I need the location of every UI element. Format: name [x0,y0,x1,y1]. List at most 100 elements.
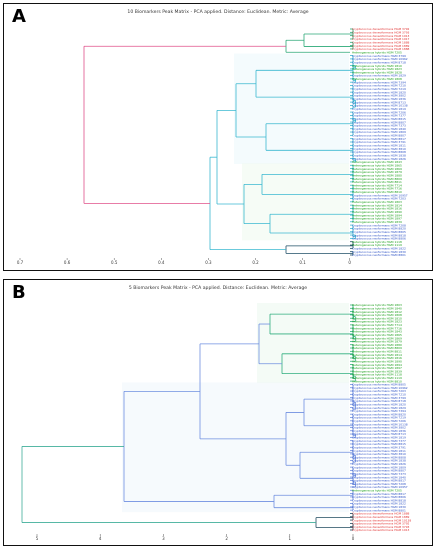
leaf-label: Cryptococcus deneoformans HGM 3793 [352,525,410,529]
leaf-label: Heterogeneous hybrids HGM 1839 [352,369,402,373]
leaf-label: Cryptococcus neoformans HGM 3802 [352,94,406,98]
leaf-label: Cryptococcus neoformans HGM 7394 [352,409,406,413]
leaf-label: Cryptococcus neoformans HGM 7206 [352,419,406,423]
dendrogram-panel-b: B 5 Biomarkers Peak Matrix - PCA applied… [3,279,433,546]
leaf-label: Cryptococcus neoformans HGM 1809 [352,465,406,469]
leaf-label: Heterogeneous hybrids HGM 7205 [352,50,402,54]
leaf-label: Cryptococcus neoformans HGM 8808 [352,150,406,154]
leaf-label: Cryptococcus neoformans HGM 1829 [352,406,406,410]
leaf-label: Cryptococcus neoformans HGM 10962 [352,57,408,61]
leaf-label: Heterogeneous hybrids HGM 1118 [352,373,402,377]
leaf-label: Heterogeneous hybrids HGM 1823 [352,67,402,71]
leaf-label: Cryptococcus neoformans HGM 1840 [352,127,406,131]
leaf-label: Cryptococcus deneoformans HGM 10138 [352,518,411,522]
leaf-label: Heterogeneous hybrids HGM 8811 [352,350,402,354]
panel-letter: B [12,282,26,303]
leaf-label: Cryptococcus neoformans HGM 3802 [352,426,406,430]
leaf-label: Cryptococcus neoformans HGM 10962 [352,386,408,390]
panel-title: 10 Biomarkers Peak Matrix - PCA applied.… [127,10,309,15]
leaf-label: Heterogeneous hybrids HGM 7205 [352,488,402,492]
leaf-label: Cryptococcus neoformans HGM 1838 [352,459,406,463]
leaf-label: Heterogeneous hybrids HGM 1843 [352,330,402,334]
leaf-label: Heterogeneous hybrids HGM 1869 [352,336,402,340]
leaf-label: Cryptococcus neoformans HGM 10138 [352,104,408,108]
leaf-label: Cryptococcus neoformans HGM 8713 [352,432,406,436]
leaf-label: Heterogeneous hybrids HGM 1840 [352,307,402,311]
axis-tick-label: 3 [162,536,165,541]
leaf-label: Heterogeneous hybrids HGM 1812 [352,310,402,314]
leaf-label: Cryptococcus neoformans HGM 8807 [352,134,406,138]
leaf-label: Heterogeneous hybrids HGM 1865 [352,163,402,167]
leaf-label: Cryptococcus neoformans HGM 7219 [352,87,406,91]
leaf-label: Cryptococcus neoformans HGM 8820 [352,227,406,231]
leaf-label: Cryptococcus neoformans HGM 7208 [352,482,406,486]
leaf-label: Heterogeneous hybrids HGM 1803 [352,303,402,307]
leaf-label: Cryptococcus neoformans HGM 1836 [352,429,406,433]
leaf-label: Heterogeneous hybrids HGM 1828 [352,70,402,74]
leaf-label: Cryptococcus neoformans HGM 1830 [352,505,406,509]
leaf-label: Heterogeneous hybrids HGM 1897 [352,217,402,221]
leaf-label: Cryptococcus neoformans HGM 7373 [352,124,406,128]
leaf-label: Heterogeneous hybrids HGM 1839 [352,220,402,224]
leaf-label: Cryptococcus deneoformans HGM 1917 [352,37,410,41]
dendrogram-panel-a: A 10 Biomarkers Peak Matrix - PCA applie… [3,3,433,271]
leaf-label: Heterogeneous hybrids HGM 1865 [352,333,402,337]
leaf-label: Cryptococcus neoformans HGM 7203 [352,197,406,201]
leaf-label: Heterogeneous hybrids HGM 1879 [352,340,402,344]
axis-tick-label: 0.2 [252,260,259,265]
leaf-label: Heterogeneous hybrids HGM 1890 [352,210,402,214]
leaf-label: Heterogeneous hybrids HGM 1816 [352,356,402,360]
leaf-label: Cryptococcus neoformans HGM 8817 [352,492,406,496]
cluster-shade [122,382,349,513]
axis-tick-label: 5 [36,536,39,541]
leaf-label: Cryptococcus deneoformans HGM 1889 [352,44,410,48]
axis-tick-label: 0 [352,536,355,541]
leaf-label: Heterogeneous hybrids HGM 7714 [352,183,402,187]
leaf-label: Cryptococcus neoformans HGM 8718 [352,60,406,64]
leaf-label: Cryptococcus deneoformans HGM 1889 [352,515,410,519]
leaf-label: Cryptococcus neoformans HGM 1811 [352,144,406,148]
panel-letter: A [12,6,26,27]
cluster-shade [234,53,349,164]
leaf-label: Cryptococcus neoformans HGM 8807 [352,120,406,124]
leaf-label: Heterogeneous hybrids HGM 1810 [352,316,402,320]
leaf-label: Heterogeneous hybrids HGM 1869 [352,167,402,171]
leaf-label: Cryptococcus neoformans HGM 1809 [352,130,406,134]
leaf-label: Cryptococcus deneoformans HGM 1888 [352,40,410,44]
leaf-label: Cryptococcus neoformans HGM 8817 [352,479,406,483]
leaf-label: Cryptococcus neoformans HGM 8801 [352,508,406,512]
leaf-label: Cryptococcus neoformans HGM 1820 [352,90,406,94]
leaf-label: Cryptococcus neoformans HGM 8815 [352,117,406,121]
leaf-label: Heterogeneous hybrids HGM 1823 [352,320,402,324]
leaf-label: Heterogeneous hybrids HGM 1119 [352,376,402,380]
leaf-label: Cryptococcus neoformans HGM 8807 [352,469,406,473]
leaf-label: Heterogeneous hybrids HGM 7716 [352,326,402,330]
leaf-label: Heterogeneous hybrids HGM 1118 [352,240,402,244]
axis-tick-label: 0.5 [111,260,118,265]
axis-tick-label: 0.1 [299,260,306,265]
leaf-label: Cryptococcus neoformans HGM 10957 [352,193,408,197]
leaf-label: Cryptococcus neoformans HGM 7203 [352,389,406,393]
axis-tick-label: 1 [289,536,292,541]
leaf-label: Heterogeneous hybrids HGM 8810 [352,190,402,194]
panel-title: 5 Biomarkers Peak Matrix - PCA applied. … [128,286,308,291]
leaf-label: Cryptococcus neoformans HGM 7219 [352,416,406,420]
leaf-label: Cryptococcus neoformans HGM 1826 [352,462,406,466]
leaf-label: Cryptococcus neoformans HGM 1838 [352,153,406,157]
leaf-label: Cryptococcus deneoformans HGM 3792 [352,522,410,526]
leaf-label: Heterogeneous hybrids HGM 8811 [352,180,402,184]
leaf-label: Cryptococcus neoformans HGM 7377 [352,439,406,443]
leaf-label: Heterogeneous hybrids HGM 1816 [352,207,402,211]
leaf-label: Heterogeneous hybrids HGM 1879 [352,170,402,174]
leaf-label: Cryptococcus neoformans HGM 7206 [352,110,406,114]
leaf-label: Heterogeneous hybrids HGM 8810 [352,379,402,383]
cluster-shade [257,303,349,384]
leaf-label: Cryptococcus deneoformans HGM 1888 [352,47,410,51]
leaf-label: Cryptococcus neoformans HGM 8718 [352,399,406,403]
leaf-label: Cryptococcus neoformans HGM 1829 [352,74,406,78]
leaf-label: Cryptococcus neoformans HGM 3791 [352,140,406,144]
leaf-label: Cryptococcus neoformans HGM 1819 [352,107,406,111]
leaf-label: Cryptococcus neoformans HGM 7373 [352,472,406,476]
cluster-shade [242,163,349,241]
leaf-label: Cryptococcus neoformans HGM 7377 [352,114,406,118]
